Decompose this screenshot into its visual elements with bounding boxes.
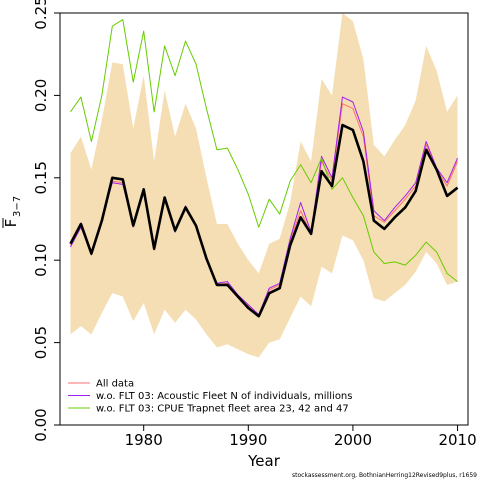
x-axis: 1980 1990 2000 2010 <box>125 425 477 449</box>
series-line-3 <box>69 123 459 318</box>
legend-label-2: w.o. FLT 03: CPUE Trapnet fleet area 23,… <box>96 404 349 415</box>
x-tick-label-2: 2000 <box>334 431 372 449</box>
footnote: stockassessment.org, BothnianHerring12Re… <box>292 472 477 479</box>
x-tick-label-0: 1980 <box>125 431 163 449</box>
y-tick-label-5: 0.25 <box>32 0 50 30</box>
y-tick-label-0: 0.00 <box>32 408 50 441</box>
legend-label-0: All data <box>96 379 134 390</box>
y-axis: 0.00 0.05 0.10 0.15 0.20 0.25 <box>32 0 60 442</box>
y-tick-label-3: 0.15 <box>32 161 50 194</box>
confidence-band <box>70 13 458 358</box>
y-tick-label-2: 0.10 <box>32 243 50 276</box>
y-axis-title-main: F <box>2 219 20 228</box>
plot-frame <box>59 12 469 426</box>
x-tick-label-1: 1990 <box>229 431 267 449</box>
y-axis-title: F 3−7 <box>2 196 23 228</box>
legend-label-1: w.o. FLT 03: Acoustic Fleet N of individ… <box>96 391 352 402</box>
x-axis-title: Year <box>247 452 281 470</box>
x-tick-label-3: 2010 <box>438 431 476 449</box>
y-axis-title-subscript: 3−7 <box>12 196 23 217</box>
y-tick-label-1: 0.05 <box>32 326 50 359</box>
y-tick-label-4: 0.20 <box>32 79 50 112</box>
plot-area <box>69 13 459 358</box>
series-line-2 <box>70 19 458 283</box>
